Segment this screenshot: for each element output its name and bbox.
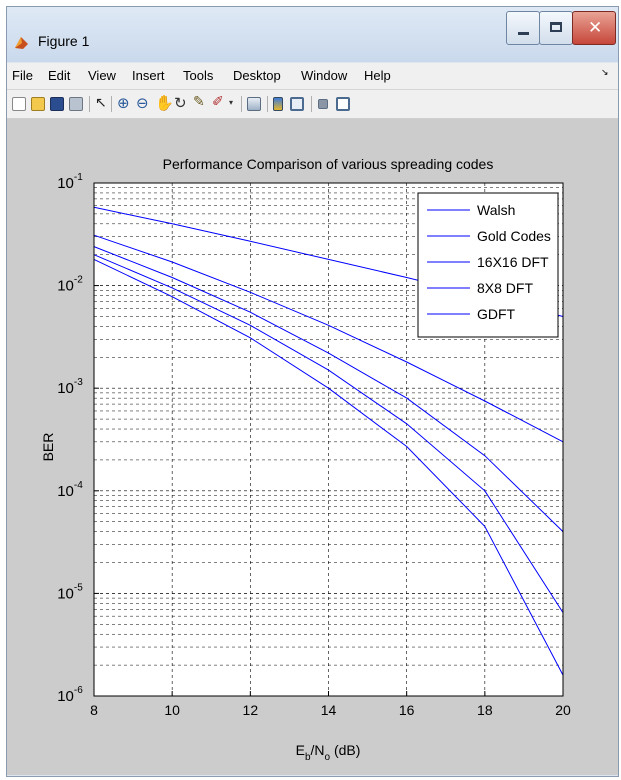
zoom-out-icon[interactable]: ⊖ [136, 94, 149, 112]
legend-label: Walsh [477, 202, 515, 218]
legend[interactable]: Walsh Gold Codes 16X16 DFT 8X8 DFT GDFT [417, 192, 559, 338]
legend-toggle-icon[interactable] [290, 97, 304, 111]
x-tick-label: 16 [399, 702, 415, 718]
insert-colorbar-icon[interactable] [247, 97, 261, 111]
maximize-icon [550, 22, 562, 32]
series-lines [93, 206, 564, 676]
close-button[interactable]: ✕ [572, 11, 616, 45]
rotate-3d-icon[interactable]: ↻ [174, 94, 187, 112]
minimize-button[interactable] [506, 11, 540, 45]
x-tick-label: 20 [555, 702, 571, 718]
save-icon[interactable] [50, 97, 64, 111]
toolbar-separator [311, 96, 312, 112]
menu-insert[interactable]: Insert [132, 68, 165, 83]
menu-edit[interactable]: Edit [48, 68, 71, 83]
x-tick-label: 12 [243, 702, 259, 718]
figure-canvas: 8 10 12 14 16 18 20 10-6 10-5 10-4 10-3 10-2 10-1 Pe… [7, 119, 618, 775]
toolbar: ↖ ⊕ ⊖ ✋ ↻ ✎ ✐ ▾ [7, 90, 618, 119]
toolbar-separator [241, 96, 242, 112]
pan-icon[interactable]: ✋ [155, 94, 174, 112]
x-axis-label: Eb/No (dB) [296, 742, 361, 763]
x-tick-label: 10 [164, 702, 180, 718]
zoom-in-icon[interactable]: ⊕ [117, 94, 130, 112]
menu-window[interactable]: Window [301, 68, 348, 83]
menu-bar: File Edit View Insert Tools Desktop Wind… [7, 63, 618, 90]
menu-overflow-icon[interactable]: ↘ [601, 68, 609, 78]
edit-plot-icon[interactable]: ↖ [95, 95, 107, 111]
y-tick-label: 10-3 [57, 377, 83, 397]
maximize-button[interactable] [539, 11, 573, 45]
legend-label: 16X16 DFT [477, 254, 549, 270]
title-bar[interactable]: Figure 1 ✕ [7, 7, 618, 62]
window-title: Figure 1 [38, 33, 90, 49]
axis-ticks: 8 10 12 14 16 18 20 10-6 10-5 10-4 10-3 10-2 10-1 [57, 172, 571, 718]
legend-label: 8X8 DFT [477, 280, 533, 296]
ber-chart[interactable]: 8 10 12 14 16 18 20 10-6 10-5 10-4 10-3 10-2 10-1 Pe… [7, 119, 620, 775]
series-line-16x16-dft[interactable] [93, 246, 564, 532]
series-line-8x8-dft[interactable] [93, 254, 564, 613]
matlab-figure-icon [14, 35, 29, 50]
y-tick-label: 10-6 [57, 685, 83, 705]
menu-file[interactable]: File [12, 68, 33, 83]
y-axis-label: BER [40, 433, 56, 462]
legend-entries: Walsh Gold Codes 16X16 DFT 8X8 DFT GDFT [427, 202, 551, 322]
grid-lines [94, 183, 563, 696]
x-tick-label: 18 [477, 702, 493, 718]
insert-legend-icon[interactable] [273, 97, 283, 111]
y-tick-label: 10-4 [57, 480, 83, 500]
data-cursor-icon[interactable]: ✎ [193, 94, 205, 110]
figure-window: Figure 1 ✕ File Edit View Insert Tools D… [6, 6, 619, 777]
menu-view[interactable]: View [88, 68, 116, 83]
x-tick-label: 8 [90, 702, 98, 718]
hide-plot-tools-icon[interactable] [318, 99, 328, 109]
toolbar-separator [111, 96, 112, 112]
brush-icon[interactable]: ✐ [212, 94, 224, 110]
y-tick-label: 10-2 [57, 275, 83, 295]
x-tick-label: 14 [321, 702, 337, 718]
series-line-gold-codes[interactable] [93, 234, 564, 443]
y-tick-label: 10-1 [57, 172, 83, 192]
y-tick-label: 10-5 [57, 582, 83, 602]
show-plot-tools-icon[interactable] [336, 97, 350, 111]
legend-box [417, 192, 559, 338]
chart-title: Performance Comparison of various spread… [163, 156, 494, 172]
menu-tools[interactable]: Tools [183, 68, 214, 83]
toolbar-separator [267, 96, 268, 112]
close-icon: ✕ [588, 18, 603, 38]
legend-label: Gold Codes [477, 228, 551, 244]
legend-label: GDFT [477, 306, 516, 322]
print-icon[interactable] [69, 97, 83, 111]
minimize-icon [518, 32, 529, 35]
series-line-gdft[interactable] [93, 258, 564, 676]
new-figure-icon[interactable] [12, 97, 26, 111]
menu-desktop[interactable]: Desktop [233, 68, 281, 83]
toolbar-separator [89, 96, 90, 112]
menu-help[interactable]: Help [364, 68, 391, 83]
link-plot-icon[interactable]: ▾ [229, 98, 234, 107]
open-file-icon[interactable] [31, 97, 45, 111]
